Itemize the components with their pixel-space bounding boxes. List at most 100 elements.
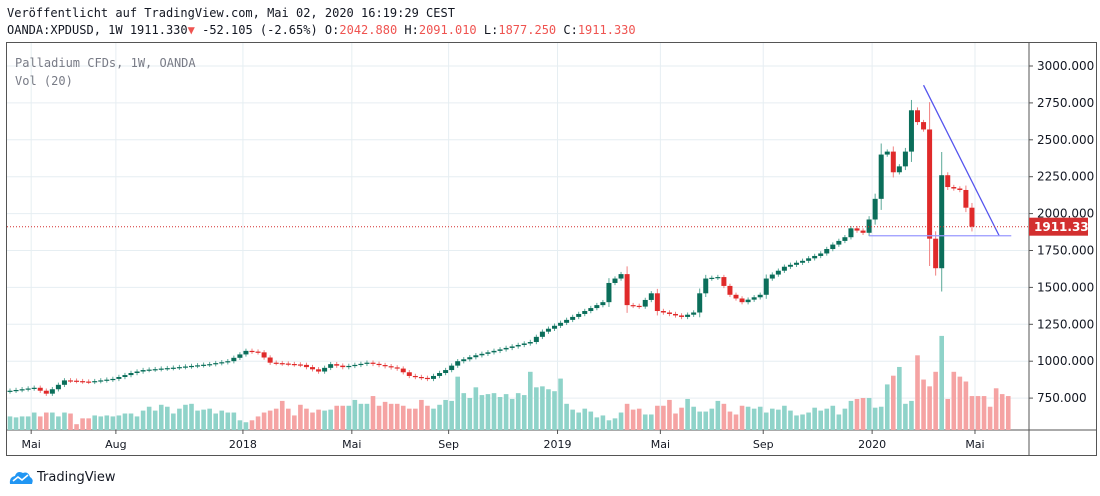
candle-body bbox=[854, 228, 860, 231]
candle-body bbox=[261, 352, 267, 358]
volume-bar bbox=[788, 410, 793, 430]
volume-bar bbox=[921, 379, 926, 430]
volume-bar bbox=[552, 391, 557, 430]
candle-body bbox=[709, 277, 715, 280]
candle-body bbox=[340, 365, 346, 368]
volume-bar bbox=[352, 399, 358, 430]
volume-bar bbox=[382, 401, 388, 430]
y-tick-label: 2750.000 bbox=[1037, 96, 1094, 110]
candle-body bbox=[963, 189, 969, 208]
candle-body bbox=[739, 298, 745, 303]
candle-body bbox=[842, 237, 848, 241]
y-tick-label: 1750.000 bbox=[1037, 244, 1094, 258]
candle-body bbox=[539, 331, 545, 337]
candle-body bbox=[291, 364, 297, 366]
volume-bar bbox=[370, 396, 376, 430]
candle-body bbox=[195, 365, 201, 367]
volume-bar bbox=[80, 418, 85, 430]
volume-bar bbox=[558, 378, 563, 430]
price-chart[interactable]: 3000.000 2750.000 2500.000 2250.000 2000.000… bbox=[0, 0, 1100, 460]
candle-body bbox=[394, 367, 400, 369]
candle-body bbox=[806, 258, 812, 261]
volume-bar bbox=[201, 409, 206, 430]
volume-bar bbox=[624, 403, 630, 430]
volume-bar bbox=[7, 416, 13, 430]
volume-bar bbox=[316, 409, 321, 430]
volume-bar bbox=[431, 408, 436, 430]
volume-bar bbox=[98, 416, 104, 430]
volume-bar bbox=[685, 398, 690, 430]
high-value: 2091.010 bbox=[418, 23, 477, 37]
candle-body bbox=[679, 315, 685, 317]
volume-bar bbox=[776, 409, 781, 430]
candle-body bbox=[884, 151, 890, 155]
candle-body bbox=[176, 367, 182, 369]
volume-bar bbox=[388, 403, 394, 430]
tradingview-logo[interactable]: TradingView bbox=[8, 468, 116, 486]
volume-bar bbox=[830, 405, 836, 430]
volume-bar bbox=[207, 408, 212, 430]
candle-body bbox=[618, 274, 624, 279]
volume-bar bbox=[757, 406, 763, 430]
open-label: O: bbox=[324, 23, 340, 37]
candle-body bbox=[606, 282, 612, 303]
volume-bar bbox=[606, 420, 612, 430]
candle-body bbox=[418, 376, 424, 379]
volume-bar bbox=[770, 408, 775, 430]
candle-body bbox=[461, 359, 467, 362]
candle-body bbox=[164, 368, 170, 370]
y-tick-label: 2000.000 bbox=[1037, 207, 1094, 221]
tradingview-cloud-icon bbox=[9, 472, 33, 484]
last-price-badge bbox=[1029, 217, 1088, 236]
candle-body bbox=[437, 373, 443, 376]
volume-bar bbox=[564, 403, 569, 430]
candle-body bbox=[654, 293, 660, 312]
candle-body bbox=[860, 230, 866, 233]
volume-bar bbox=[909, 400, 914, 430]
volume-bar bbox=[751, 408, 757, 430]
candle-body bbox=[509, 346, 515, 348]
volume-bar bbox=[146, 406, 152, 430]
x-tick-label: 2019 bbox=[544, 438, 572, 451]
tradingview-logo-text: TradingView bbox=[37, 469, 116, 485]
volume-bar bbox=[334, 405, 339, 430]
candle-body bbox=[745, 299, 751, 303]
volume-bar bbox=[927, 386, 932, 430]
candle-body bbox=[497, 349, 503, 351]
volume-bar bbox=[957, 376, 963, 430]
volume-bar bbox=[860, 397, 866, 430]
volume-bar bbox=[62, 412, 67, 430]
candle-body bbox=[576, 313, 582, 317]
volume-bar bbox=[437, 404, 442, 430]
volume-bar bbox=[74, 424, 79, 430]
high-label: H: bbox=[404, 23, 419, 37]
candle-body bbox=[382, 365, 388, 367]
candle-body bbox=[751, 297, 757, 300]
candle-body bbox=[660, 311, 666, 313]
volume-bar bbox=[322, 410, 327, 430]
volume-bar bbox=[267, 410, 273, 430]
volume-bar bbox=[177, 408, 182, 430]
candle-body bbox=[55, 384, 61, 390]
low-label: L: bbox=[483, 23, 499, 37]
volume-bar bbox=[237, 420, 243, 430]
candle-body bbox=[521, 343, 527, 345]
volume-bar bbox=[509, 398, 515, 430]
symbol-ohlc-line: OANDA:XPDUSD, 1W 1911.330▼ -52.105 (-2.6… bbox=[7, 23, 636, 37]
candle-body bbox=[455, 361, 461, 366]
candle-body bbox=[697, 293, 703, 313]
candle-body bbox=[116, 376, 122, 379]
volume-bar bbox=[461, 393, 467, 430]
candle-body bbox=[237, 354, 243, 358]
volume-bar bbox=[171, 413, 176, 430]
volume-bar bbox=[897, 366, 902, 430]
candle-body bbox=[691, 312, 697, 315]
candle-body bbox=[249, 350, 255, 353]
volume-bar bbox=[273, 408, 279, 430]
volume-bar bbox=[261, 412, 267, 430]
candle-body bbox=[800, 260, 806, 263]
x-tick-label: Mai bbox=[651, 438, 670, 451]
price-change: -52.105 (-2.65%) bbox=[202, 23, 318, 37]
candle-body bbox=[412, 375, 418, 378]
volume-bar bbox=[503, 394, 509, 430]
